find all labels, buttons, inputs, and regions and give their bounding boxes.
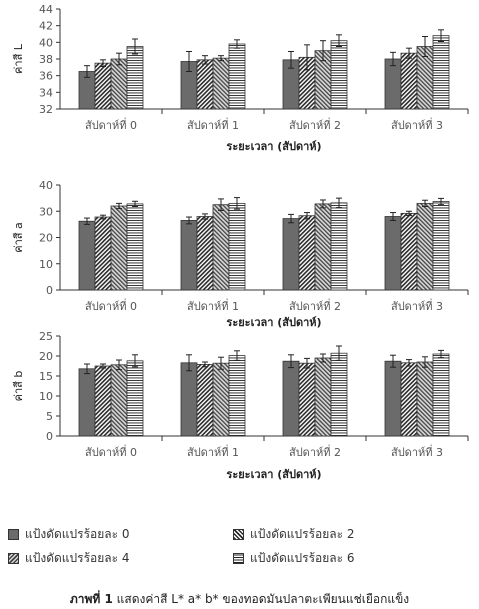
chart-1: 0 10 20 30 40 ค่าสี a สัปดาห์ที่ 0 สัปดาห์ที่ 1… [12,179,469,329]
y-tick-label: 20 [39,232,53,245]
y-tick-label: 44 [39,3,53,16]
y-tick-label: 15 [39,370,53,383]
y-tick-label: 10 [39,258,53,271]
x-tick-label: สัปดาห์ที่ 3 [391,444,443,459]
legend-label-1: แป้งดัดแปรร้อยละ 2 [250,527,355,541]
bar [196,363,214,437]
chart-2: 0 5 10 15 20 25 ค่าสี b สัปดาห์ที่ 0 สัปดาห์ที่ … [12,330,469,481]
x-tick-label: สัปดาห์ที่ 1 [187,298,239,313]
y-tick-label: 40 [39,179,53,192]
y-tick-label: 36 [39,70,53,83]
x-tick-label: สัปดาห์ที่ 2 [289,444,341,459]
bar [282,218,300,291]
bar [330,40,348,110]
y-tick-label: 10 [39,390,53,403]
bar [196,59,214,110]
bar [110,364,128,437]
y-tick-label: 38 [39,53,53,66]
bar [78,220,96,291]
legend-swatch-1 [233,529,244,540]
x-tick-label: สัปดาห์ที่ 1 [187,117,239,132]
bar [384,216,402,291]
y-axis-title: ค่าสี a [12,222,25,253]
x-tick-label: สัปดาห์ที่ 0 [85,117,137,132]
y-tick-label: 5 [46,410,53,423]
y-tick-label: 0 [46,284,53,297]
y-tick-label: 30 [39,205,53,218]
bar [384,58,402,110]
bar [212,57,230,110]
y-tick-label: 20 [39,350,53,363]
x-tick-label: สัปดาห์ที่ 2 [289,298,341,313]
caption-label: ภาพที่ 1 [69,592,113,606]
legend-label-3: แป้งดัดแปรร้อยละ 6 [250,551,355,565]
x-tick-label: สัปดาห์ที่ 3 [391,117,443,132]
y-tick-label: 0 [46,430,53,443]
bar [400,362,418,437]
bar [212,204,230,291]
legend-item-1: แป้งดัดแปรร้อยละ 2 [233,525,355,544]
x-tick-label: สัปดาห์ที่ 2 [289,117,341,132]
y-axis-title: ค่าสี b [12,371,25,402]
x-tick-label: สัปดาห์ที่ 0 [85,444,137,459]
legend-item-2: แป้งดัดแปรร้อยละ 4 [8,549,130,568]
x-tick-label: สัปดาห์ที่ 3 [391,298,443,313]
bar [298,362,316,437]
legend-item-0: แป้งดัดแปรร้อยละ 0 [8,525,130,544]
bar [400,212,418,291]
x-axis-title: ระยะเวลา (สัปดาห์) [226,316,321,329]
bar [330,352,348,437]
legend-swatch-0 [8,529,19,540]
bar [126,46,144,110]
y-tick-label: 25 [39,330,53,343]
x-axis-title: ระยะเวลา (สัปดาห์) [226,468,321,481]
bar [126,203,144,291]
bar [282,360,300,437]
legend-label-0: แป้งดัดแปรร้อยละ 0 [25,527,130,541]
bar [416,202,434,291]
bar [330,202,348,291]
figure-caption: ภาพที่ 1 แสดงค่าสี L* a* b* ของทอดมันปลา… [0,590,479,609]
bar [400,52,418,110]
y-tick-label: 40 [39,36,53,49]
bar [298,215,316,291]
legend-label-2: แป้งดัดแปรร้อยละ 4 [25,551,130,565]
legend-swatch-2 [8,553,19,564]
bar [126,360,144,437]
y-tick-label: 32 [39,103,53,116]
legend-item-3: แป้งดัดแปรร้อยละ 6 [233,549,355,568]
bar [180,362,198,437]
x-tick-label: สัปดาห์ที่ 1 [187,444,239,459]
bar [196,216,214,291]
x-axis-title: ระยะเวลา (สัปดาห์) [226,140,321,153]
y-tick-label: 34 [39,86,53,99]
bar [212,362,230,437]
bar [94,62,112,110]
legend-swatch-3 [233,553,244,564]
bar [110,205,128,291]
chart-0: 32 34 36 38 40 42 44 ค่าสี L สัปดาห์ที่ 0 สัปดาห์… [12,3,469,153]
bar [78,368,96,437]
bar [180,220,198,291]
charts-area: 32 34 36 38 40 42 44 ค่าสี L สัปดาห์ที่ 0 สัปดาห์… [12,3,469,481]
bar [432,35,450,110]
bar [228,43,246,110]
y-axis-title: ค่าสี L [12,43,25,74]
x-tick-label: สัปดาห์ที่ 0 [85,298,137,313]
caption-text: แสดงค่าสี L* a* b* ของทอดมันปลาตะเพียนแช… [112,592,410,606]
bar [432,353,450,437]
bar [228,202,246,291]
y-tick-label: 42 [39,20,53,33]
bar [416,361,434,437]
bar [110,58,128,110]
bar [314,203,332,291]
bar [94,216,112,291]
bar [94,365,112,437]
legend: แป้งดัดแปรร้อยละ 0 แป้งดัดแปรร้อยละ 2 แป… [8,525,478,569]
bar [228,355,246,437]
bar [432,201,450,291]
bar [384,360,402,437]
bar [314,357,332,437]
